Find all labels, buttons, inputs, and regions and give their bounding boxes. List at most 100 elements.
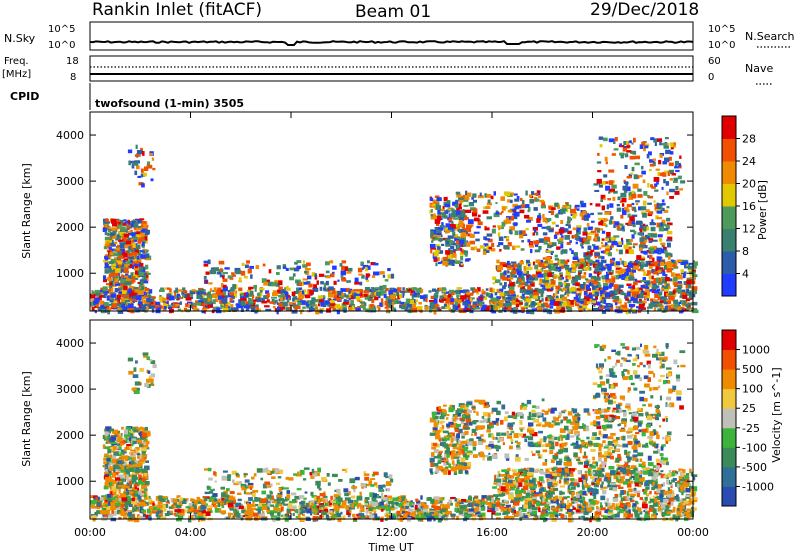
backscatter-cell bbox=[317, 280, 320, 284]
backscatter-cell bbox=[686, 509, 691, 512]
backscatter-cell bbox=[544, 237, 549, 241]
backscatter-cell bbox=[412, 297, 414, 300]
backscatter-cell bbox=[592, 285, 596, 290]
backscatter-cell bbox=[470, 293, 474, 296]
backscatter-cell bbox=[513, 310, 517, 314]
backscatter-cell bbox=[516, 280, 518, 283]
backscatter-cell bbox=[661, 222, 663, 226]
backscatter-cell bbox=[673, 514, 676, 518]
backscatter-cell bbox=[138, 301, 142, 304]
backscatter-cell bbox=[145, 288, 150, 291]
backscatter-cell bbox=[318, 499, 321, 503]
backscatter-cell bbox=[473, 301, 478, 305]
backscatter-cell bbox=[546, 295, 549, 298]
backscatter-cell bbox=[561, 260, 565, 264]
backscatter-cell bbox=[627, 145, 631, 148]
backscatter-cell bbox=[630, 173, 634, 175]
backscatter-cell bbox=[474, 218, 480, 222]
backscatter-cell bbox=[519, 230, 522, 235]
backscatter-cell bbox=[124, 300, 130, 302]
backscatter-cell bbox=[607, 204, 609, 209]
backscatter-cell bbox=[432, 203, 435, 206]
power-colorbar bbox=[722, 116, 736, 297]
backscatter-cell bbox=[391, 274, 394, 279]
backscatter-cell bbox=[542, 214, 544, 219]
backscatter-cell bbox=[262, 505, 266, 510]
backscatter-cell bbox=[203, 292, 205, 295]
backscatter-cell bbox=[529, 194, 532, 197]
backscatter-cell bbox=[637, 194, 642, 198]
backscatter-cell bbox=[232, 284, 236, 288]
backscatter-cell bbox=[558, 277, 562, 279]
backscatter-cell bbox=[491, 498, 494, 503]
backscatter-cell bbox=[145, 296, 149, 298]
backscatter-cell bbox=[222, 300, 227, 304]
backscatter-cell bbox=[679, 188, 683, 190]
backscatter-cell bbox=[452, 254, 457, 258]
backscatter-cell bbox=[549, 206, 552, 210]
backscatter-cell bbox=[425, 306, 429, 310]
backscatter-cell bbox=[368, 266, 371, 270]
backscatter-cell bbox=[487, 216, 493, 219]
backscatter-cell bbox=[485, 206, 490, 209]
freq-unit: [MHz] bbox=[2, 69, 31, 80]
backscatter-cell bbox=[658, 160, 661, 164]
backscatter-cell bbox=[263, 264, 266, 267]
beam-label: Beam 01 bbox=[355, 2, 431, 22]
backscatter-cell bbox=[477, 515, 482, 517]
backscatter-cell bbox=[388, 300, 392, 304]
backscatter-cell bbox=[535, 250, 541, 253]
backscatter-cell bbox=[207, 305, 213, 308]
backscatter-cell bbox=[526, 220, 531, 223]
backscatter-cell bbox=[329, 260, 333, 263]
backscatter-cell bbox=[593, 246, 598, 250]
backscatter-cell bbox=[373, 263, 378, 266]
backscatter-cell bbox=[336, 298, 342, 301]
backscatter-cell bbox=[449, 260, 454, 265]
backscatter-cell bbox=[626, 284, 631, 287]
backscatter-cell bbox=[204, 498, 208, 502]
backscatter-cell bbox=[599, 272, 602, 274]
backscatter-cell bbox=[653, 508, 657, 513]
backscatter-cell bbox=[360, 293, 362, 297]
colorbar-swatch bbox=[722, 251, 736, 274]
backscatter-cell bbox=[647, 183, 649, 188]
backscatter-cell bbox=[442, 261, 448, 266]
backscatter-cell bbox=[499, 300, 504, 303]
backscatter-cell bbox=[651, 234, 657, 238]
backscatter-cell bbox=[633, 151, 637, 155]
backscatter-cell bbox=[186, 297, 192, 300]
backscatter-cell bbox=[588, 263, 590, 267]
backscatter-cell bbox=[498, 232, 501, 236]
backscatter-cell bbox=[587, 260, 592, 263]
backscatter-cell bbox=[636, 221, 642, 225]
backscatter-cell bbox=[613, 141, 615, 144]
backscatter-cell bbox=[567, 301, 570, 305]
backscatter-cell bbox=[529, 199, 534, 204]
backscatter-cell bbox=[506, 217, 509, 220]
backscatter-cell bbox=[476, 226, 480, 228]
backscatter-cell bbox=[550, 515, 555, 517]
backscatter-cell bbox=[662, 143, 668, 146]
backscatter-cell bbox=[325, 261, 330, 265]
backscatter-cell bbox=[539, 238, 544, 243]
backscatter-cell bbox=[677, 260, 682, 263]
colorbar-swatch bbox=[722, 206, 736, 229]
backscatter-cell bbox=[555, 293, 558, 296]
backscatter-cell bbox=[177, 506, 180, 508]
backscatter-cell bbox=[657, 206, 661, 209]
backscatter-cell bbox=[450, 514, 455, 517]
backscatter-cell bbox=[597, 302, 601, 306]
backscatter-cell bbox=[341, 275, 344, 279]
backscatter-cell bbox=[664, 158, 669, 163]
backscatter-cell bbox=[649, 276, 652, 280]
backscatter-cell bbox=[455, 258, 457, 260]
backscatter-cell bbox=[666, 218, 670, 222]
backscatter-cell bbox=[289, 277, 294, 281]
backscatter-cell bbox=[595, 228, 599, 230]
backscatter-cell bbox=[545, 250, 551, 252]
backscatter-cell bbox=[480, 245, 485, 249]
backscatter-cell bbox=[639, 299, 642, 301]
